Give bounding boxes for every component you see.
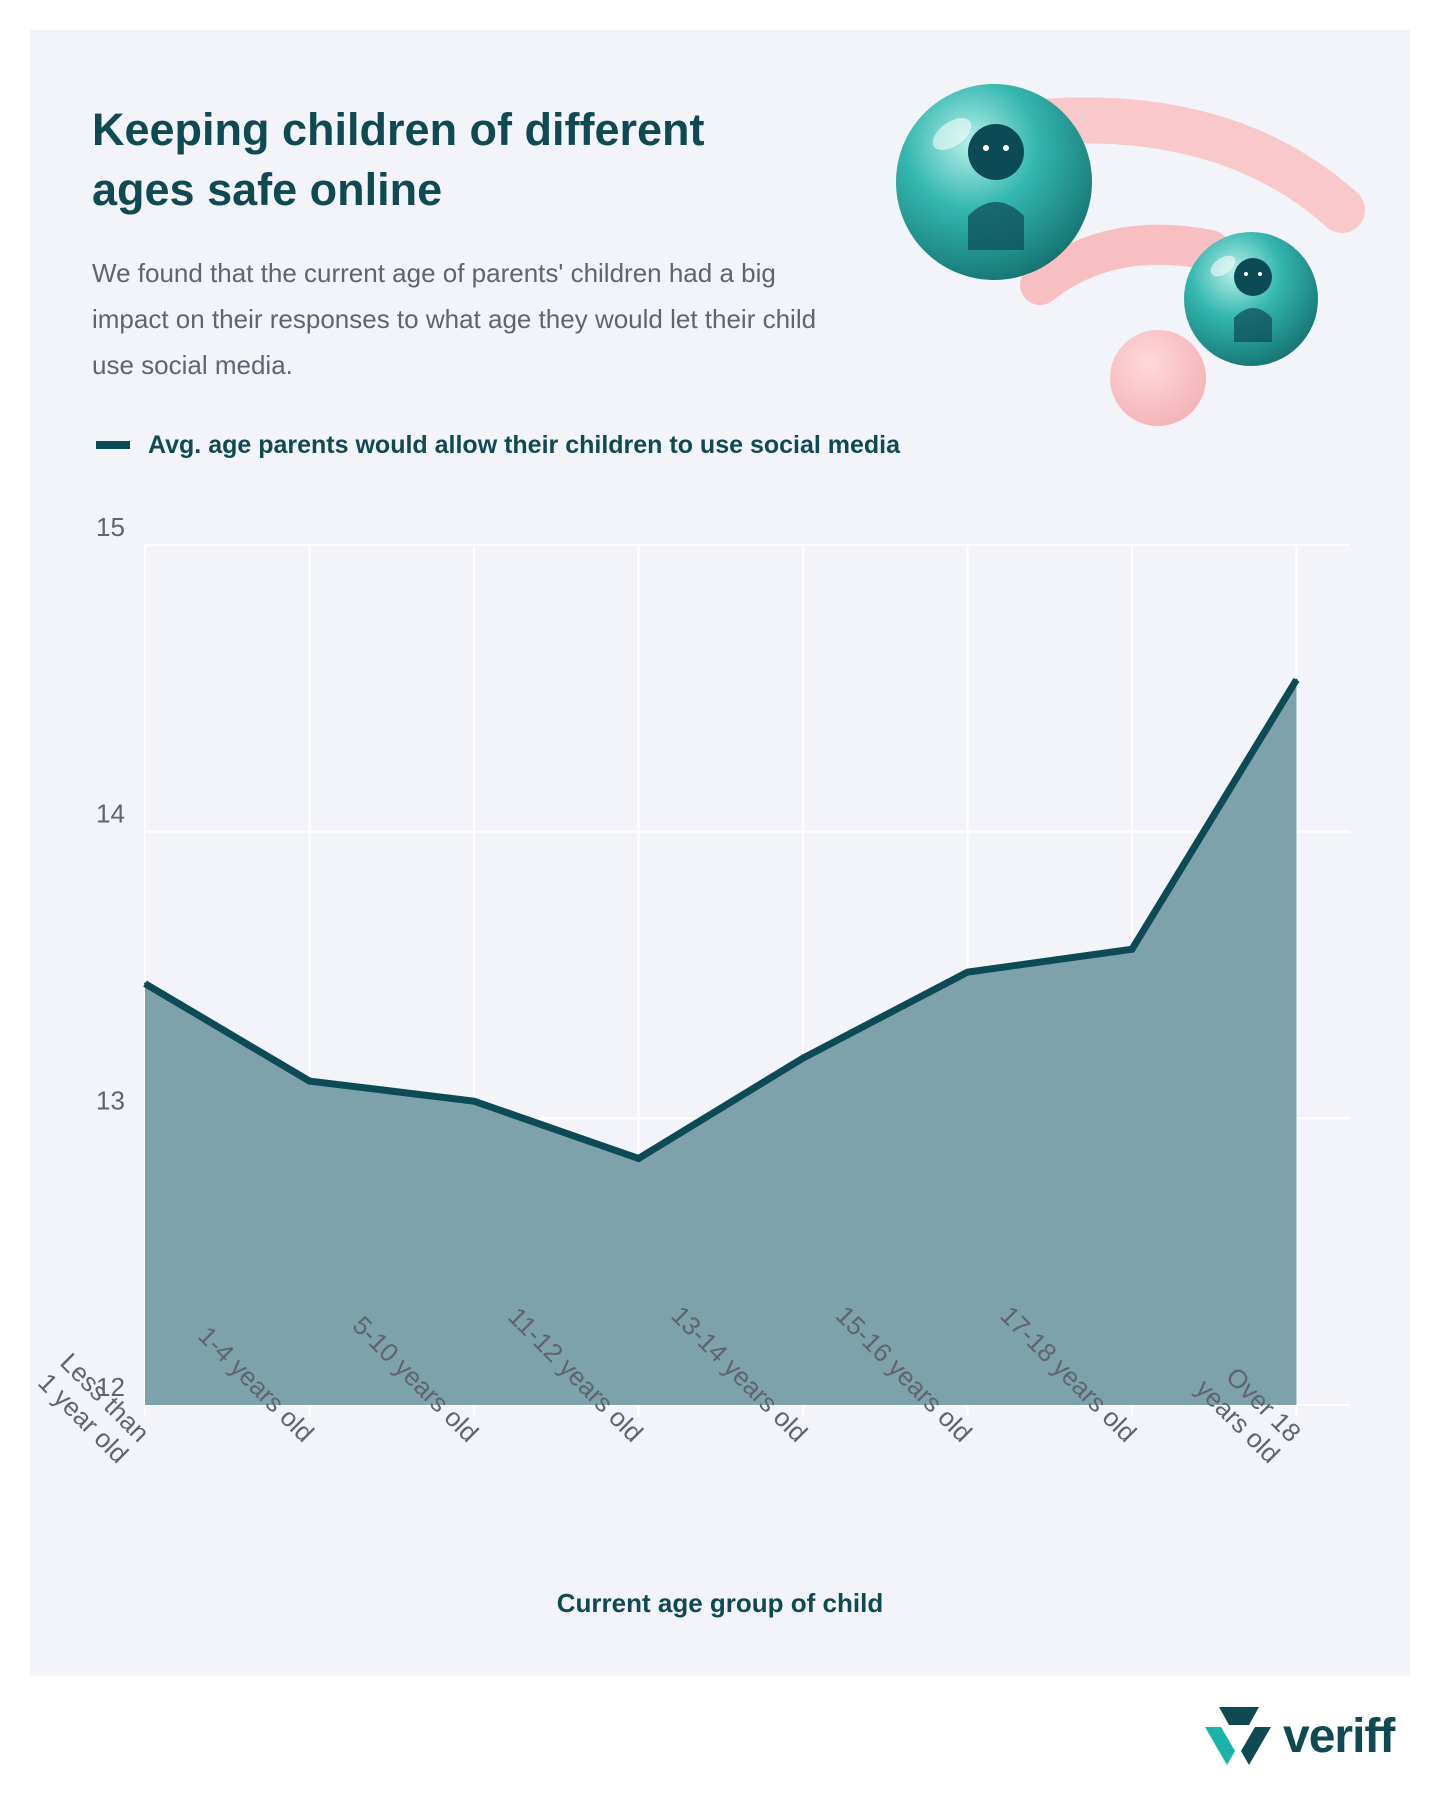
data-point-3 bbox=[637, 1157, 640, 1160]
y-tick-label-15: 15 bbox=[96, 512, 125, 542]
intro-text: We found that the current age of parents… bbox=[92, 258, 817, 380]
area-fill bbox=[145, 679, 1297, 1405]
y-tick-label-12: 12 bbox=[96, 1372, 125, 1402]
area-layer bbox=[143, 677, 1300, 1405]
brand-logo: veriff bbox=[1205, 1705, 1395, 1767]
x-tick-label-0: Less than1 year old bbox=[32, 1346, 155, 1469]
brand-name: veriff bbox=[1283, 1709, 1395, 1763]
data-point-4 bbox=[802, 1057, 804, 1060]
veriff-logo-icon bbox=[1205, 1707, 1271, 1765]
chart-legend: Avg. age parents would allow their child… bbox=[96, 428, 900, 462]
wifi-people-illustration bbox=[880, 70, 1380, 435]
wifi-people-icon bbox=[896, 84, 1365, 426]
data-point-5 bbox=[966, 971, 969, 974]
x-axis-title: Current age group of child bbox=[557, 1588, 883, 1618]
data-point-7 bbox=[1295, 678, 1298, 681]
data-point-0 bbox=[144, 982, 146, 985]
y-axis-labels: 12 13 14 15 bbox=[96, 512, 125, 1402]
series-line bbox=[143, 677, 1300, 1163]
legend-swatch bbox=[96, 441, 130, 449]
data-point-6 bbox=[1131, 948, 1133, 951]
data-point-2 bbox=[473, 1100, 475, 1103]
y-tick-label-14: 14 bbox=[96, 799, 125, 829]
y-tick-label-13: 13 bbox=[96, 1085, 125, 1115]
legend-label: Avg. age parents would allow their child… bbox=[148, 430, 901, 459]
page-title: Keeping children of different ages safe … bbox=[92, 104, 705, 215]
data-point-1 bbox=[308, 1080, 311, 1083]
